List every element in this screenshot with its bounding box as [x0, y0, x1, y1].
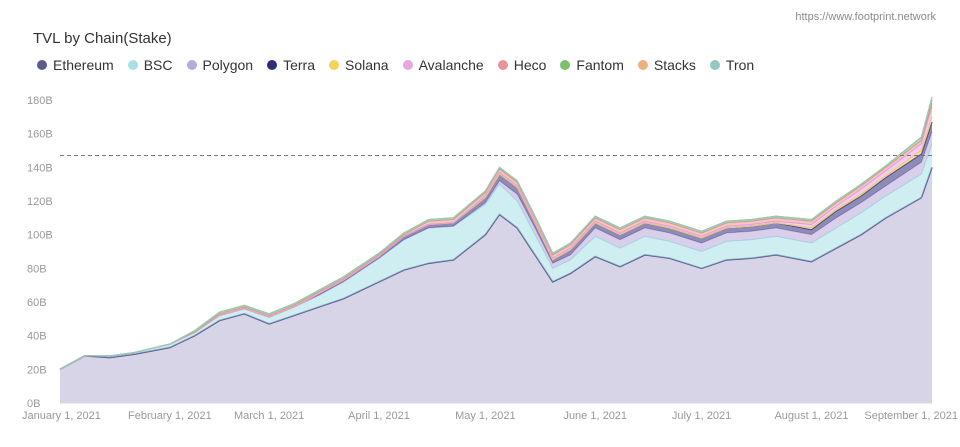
legend-label: Avalanche	[418, 57, 484, 73]
legend-label: Stacks	[653, 57, 696, 73]
legend-label: Polygon	[202, 57, 254, 73]
legend-dot	[709, 60, 720, 70]
legend-dot	[37, 60, 47, 70]
legend-item-terra[interactable]: Terra	[267, 57, 315, 73]
source-url[interactable]: https://www.footprint.network	[795, 11, 936, 23]
legend-item-heco[interactable]: Heco	[497, 57, 547, 73]
legend-dot	[329, 60, 339, 70]
legend-item-fantom[interactable]: Fantom	[560, 57, 624, 73]
chart-title: TVL by Chain(Stake)	[33, 30, 172, 47]
x-tick-label: June 1, 2021	[563, 410, 627, 422]
legend-label: Tron	[725, 57, 755, 73]
area-ethereum	[60, 167, 932, 403]
x-tick-label: September 1, 2021	[864, 410, 958, 422]
x-tick-label: May 1, 2021	[455, 410, 516, 422]
legend-dot	[560, 60, 571, 70]
line-tron	[59, 96, 933, 370]
y-tick-label: 120B	[27, 196, 53, 208]
x-tick-label: March 1, 2021	[234, 410, 304, 422]
y-tick-label: 80B	[27, 263, 47, 275]
legend-item-solana[interactable]: Solana	[329, 57, 389, 73]
y-tick-label: 0B	[27, 398, 40, 410]
y-tick-label: 60B	[27, 297, 47, 309]
legend-dot	[497, 60, 508, 70]
legend-dot	[127, 60, 138, 70]
y-tick-label: 40B	[27, 331, 47, 343]
legend-item-stacks[interactable]: Stacks	[637, 57, 696, 73]
y-tick-label: 140B	[27, 162, 53, 174]
x-tick-label: August 1, 2021	[774, 410, 848, 422]
legend-item-polygon[interactable]: Polygon	[186, 57, 254, 73]
y-tick-label: 160B	[27, 129, 53, 141]
y-tick-label: 180B	[27, 95, 53, 107]
legend-dot	[186, 60, 197, 70]
legend-label: Fantom	[576, 57, 624, 73]
y-tick-label: 100B	[27, 230, 53, 242]
area-bsc	[60, 143, 932, 370]
legend-label: Terra	[283, 57, 315, 73]
x-tick-label: January 1, 2021	[22, 410, 101, 422]
legend-item-avalanche[interactable]: Avalanche	[402, 57, 484, 73]
legend-dot	[637, 60, 648, 70]
legend-dot	[267, 60, 278, 70]
stacked-areas	[59, 96, 933, 403]
legend-label: Solana	[345, 57, 389, 73]
legend-label: Ethereum	[53, 57, 114, 73]
chart-legend: Ethereum BSC Polygon Terra Solana Avalanche He…	[37, 56, 768, 74]
legend-label: Heco	[513, 57, 547, 73]
legend-dot	[402, 60, 413, 70]
line-ethereum	[59, 167, 933, 371]
legend-label: BSC	[143, 57, 173, 73]
x-tick-label: July 1, 2021	[672, 410, 731, 422]
legend-item-ethereum[interactable]: Ethereum	[37, 57, 114, 73]
legend-item-bsc[interactable]: BSC	[127, 57, 173, 73]
y-tick-label: 20B	[27, 364, 47, 376]
legend-item-tron[interactable]: Tron	[709, 57, 755, 73]
x-tick-label: February 1, 2021	[128, 410, 212, 422]
x-tick-label: April 1, 2021	[348, 410, 410, 422]
